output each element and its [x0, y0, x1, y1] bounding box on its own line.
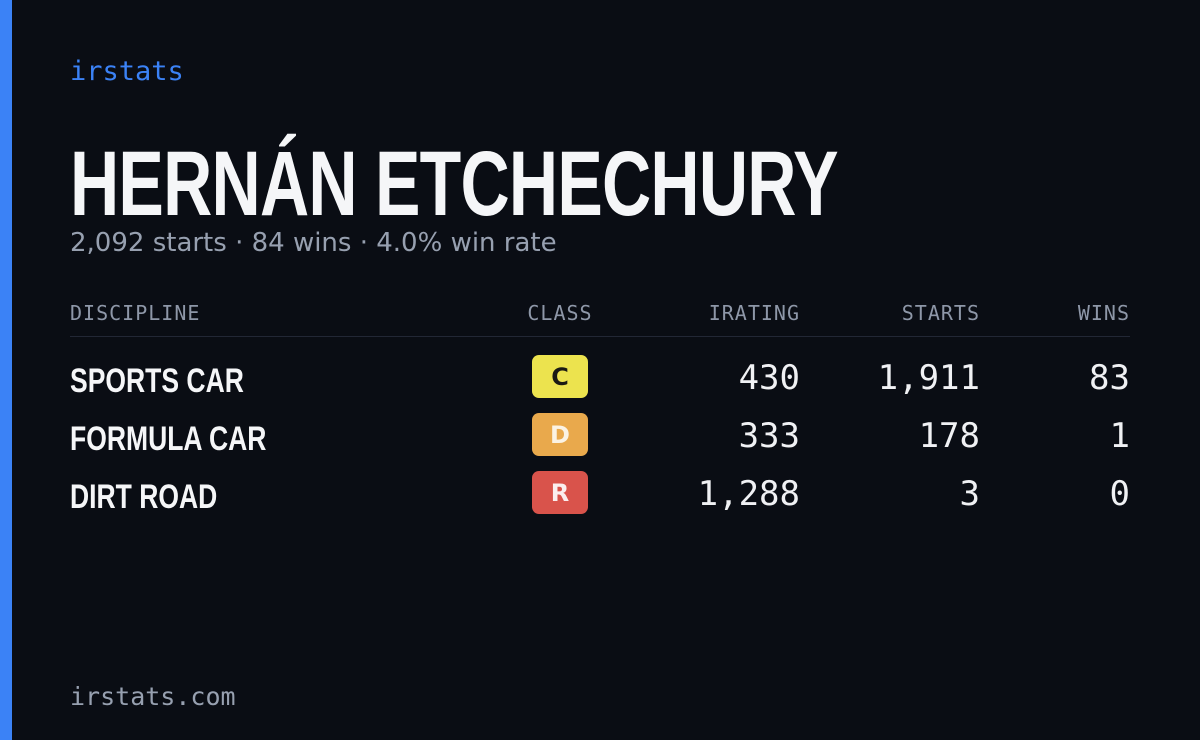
- footer: irstats.com: [70, 682, 236, 711]
- accent-bar: [0, 0, 12, 740]
- driver-summary: 2,092 starts · 84 wins · 4.0% win rate: [70, 228, 557, 258]
- column-header: CLASS: [527, 301, 593, 325]
- irating-value: 430: [738, 358, 800, 398]
- discipline-label: DIRT ROAD: [70, 478, 218, 516]
- column-header: WINS: [1077, 301, 1130, 325]
- column-header: DISCIPLINE: [70, 301, 201, 325]
- class-badge: R: [532, 471, 588, 514]
- starts-value: 1,911: [877, 358, 980, 398]
- starts-value: 178: [918, 416, 980, 456]
- irating-value: 333: [738, 416, 800, 456]
- irating-value: 1,288: [697, 474, 800, 514]
- column-header: IRATING: [708, 301, 800, 325]
- brand: irstats: [70, 56, 184, 87]
- wins-value: 1: [1109, 416, 1130, 456]
- starts-value: 3: [959, 474, 980, 514]
- wins-value: 83: [1089, 358, 1130, 398]
- class-badge: D: [532, 413, 588, 456]
- discipline-label: FORMULA CAR: [70, 420, 267, 458]
- driver-name: HERNÁN ETCHECHURY: [70, 133, 839, 235]
- header-rule: [70, 336, 1130, 337]
- class-badge: C: [532, 355, 588, 398]
- column-header: STARTS: [901, 301, 980, 325]
- wins-value: 0: [1109, 474, 1130, 514]
- discipline-label: SPORTS CAR: [70, 362, 244, 400]
